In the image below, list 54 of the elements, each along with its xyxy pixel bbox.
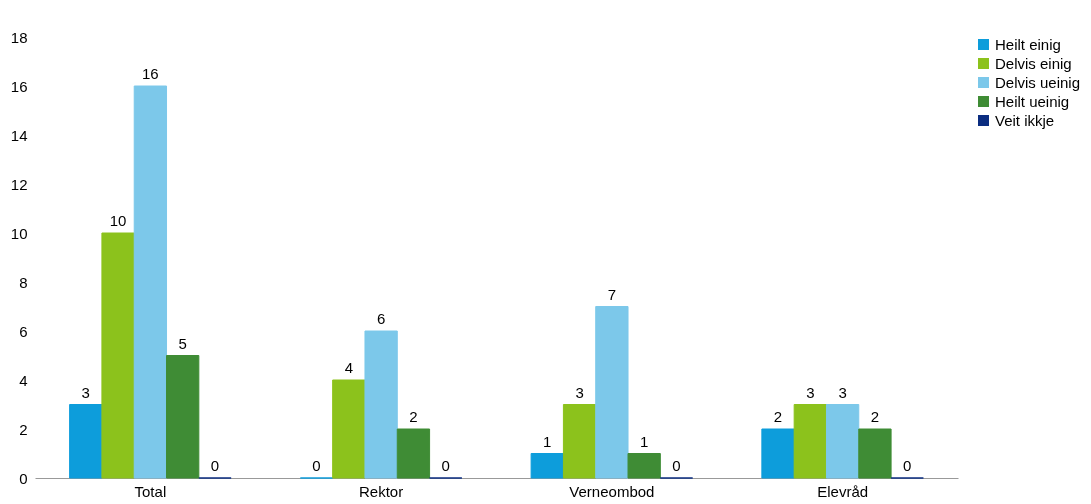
bar: [364, 330, 398, 479]
bar: [595, 306, 629, 479]
bar: [627, 453, 661, 479]
bar: [858, 428, 892, 479]
data-label: 0: [441, 457, 450, 474]
bar: [396, 428, 431, 479]
data-label: 3: [81, 383, 90, 401]
data-label: 0: [312, 457, 321, 474]
bar: [332, 379, 366, 479]
bar: [562, 404, 597, 479]
x-tick-label: Elevråd: [817, 482, 869, 500]
data-label: 4: [344, 359, 353, 376]
bar: [133, 85, 168, 479]
y-tick-label: 14: [10, 126, 28, 144]
y-tick-label: 8: [19, 273, 28, 291]
y-tick-label: 16: [10, 77, 28, 95]
data-label: 2: [870, 408, 880, 425]
y-tick-label: 4: [19, 371, 28, 389]
data-label: 0: [672, 457, 681, 474]
bar: [530, 453, 564, 479]
x-tick-label: Verneombod: [569, 482, 655, 500]
y-tick-label: 10: [10, 224, 28, 242]
bar: [761, 428, 795, 479]
data-label: 2: [409, 408, 418, 425]
legend-label: Delvis ueinig: [995, 73, 1081, 91]
data-label: 0: [903, 457, 912, 474]
data-label: 7: [607, 285, 617, 303]
data-label: 5: [178, 334, 187, 352]
x-tick-label: Total: [134, 482, 167, 500]
legend-label: Delvis einig: [995, 54, 1072, 72]
bar: [101, 232, 135, 479]
data-label: 3: [838, 383, 847, 401]
legend-label: Heilt einig: [995, 35, 1061, 53]
data-label: 6: [376, 310, 386, 327]
bar: [69, 404, 103, 479]
y-tick-label: 12: [10, 175, 28, 193]
y-tick-label: 0: [19, 469, 28, 487]
bar: [825, 404, 860, 479]
data-label: 1: [640, 432, 649, 450]
data-label: 0: [210, 457, 220, 474]
data-label: 3: [575, 383, 584, 401]
legend-label: Veit ikkje: [995, 111, 1055, 129]
data-label: 10: [109, 212, 127, 229]
data-label: 1: [543, 432, 552, 450]
data-label: 3: [806, 383, 815, 401]
bar: [166, 355, 200, 479]
y-tick-label: 18: [10, 28, 28, 46]
legend-label: Heilt ueinig: [995, 92, 1070, 110]
y-tick-label: 6: [19, 322, 28, 340]
data-label: 16: [142, 65, 159, 82]
bar: [793, 404, 827, 479]
y-tick-label: 2: [19, 420, 28, 438]
x-tick-label: Rektor: [359, 482, 404, 500]
data-label: 2: [773, 408, 783, 425]
